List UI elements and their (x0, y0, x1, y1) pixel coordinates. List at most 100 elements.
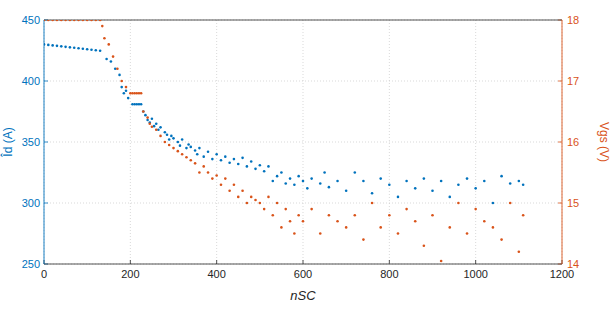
point (198, 171, 201, 174)
x-tick-label: 600 (294, 268, 312, 280)
point (155, 122, 158, 125)
point (431, 214, 434, 217)
tick-mark (44, 81, 48, 82)
tick-mark (130, 260, 131, 264)
x-tick-label: 400 (207, 268, 225, 280)
point (448, 226, 451, 229)
point (90, 48, 93, 51)
point (397, 232, 400, 235)
point (388, 183, 391, 186)
point (181, 138, 184, 141)
point (101, 25, 104, 28)
point (172, 147, 175, 150)
tick-mark (303, 260, 304, 264)
point (423, 177, 426, 180)
point (371, 192, 374, 195)
grid-line (44, 142, 562, 143)
plot-area (44, 20, 562, 264)
y2-tick-label: 14 (567, 258, 579, 270)
grid-line (44, 264, 562, 265)
point (522, 183, 525, 186)
point (64, 46, 67, 49)
point (196, 153, 199, 156)
point (64, 20, 67, 21)
point (56, 20, 59, 21)
point (168, 144, 171, 147)
point (362, 238, 365, 241)
point (125, 86, 128, 89)
point (95, 49, 98, 52)
point (220, 159, 223, 162)
tick-mark (44, 142, 48, 143)
point (56, 45, 59, 48)
point (69, 20, 72, 21)
point (47, 20, 50, 21)
grid-line (44, 20, 562, 21)
chart: 0200400600800100012002503003504004501415… (0, 0, 611, 316)
point (259, 202, 262, 205)
tick-mark (44, 203, 48, 204)
point (522, 214, 525, 217)
point (276, 202, 279, 205)
point (105, 58, 108, 61)
point (228, 161, 231, 164)
point (254, 199, 257, 202)
point (254, 168, 257, 171)
y-tick-label: 450 (22, 14, 40, 26)
point (492, 202, 495, 205)
point (233, 183, 236, 186)
point (284, 182, 287, 185)
point (159, 126, 162, 129)
point (302, 180, 305, 183)
point (474, 187, 477, 190)
point (207, 150, 210, 153)
point (250, 160, 253, 163)
point (518, 180, 521, 183)
y-axis (44, 20, 45, 264)
x-tick-label: 200 (121, 268, 139, 280)
point (202, 155, 205, 158)
point (73, 47, 76, 50)
point (306, 187, 309, 190)
point (284, 208, 287, 211)
point (237, 163, 240, 166)
point (297, 214, 300, 217)
point (86, 48, 89, 51)
point (86, 20, 89, 21)
point (69, 46, 72, 49)
point (405, 208, 408, 211)
point (177, 141, 180, 144)
point (120, 86, 123, 89)
point (172, 137, 175, 140)
point (414, 187, 417, 190)
point (164, 131, 167, 134)
point (414, 220, 417, 223)
point (207, 171, 210, 174)
point (125, 89, 128, 92)
grid-line (216, 20, 217, 264)
point (280, 171, 283, 174)
point (211, 177, 214, 180)
point (289, 177, 292, 180)
point (302, 220, 305, 223)
point (185, 147, 188, 150)
y2-axis (562, 20, 563, 264)
point (241, 190, 244, 193)
point (293, 232, 296, 235)
point (202, 165, 205, 168)
y-tick-label: 400 (22, 75, 40, 87)
tick-mark (558, 142, 562, 143)
point (362, 180, 365, 183)
point (90, 20, 93, 21)
point (405, 180, 408, 183)
point (189, 146, 192, 149)
y2-tick-label: 15 (567, 197, 579, 209)
tick-mark (216, 260, 217, 264)
point (103, 37, 106, 40)
point (263, 208, 266, 211)
point (336, 220, 339, 223)
point (267, 165, 270, 168)
point (267, 196, 270, 199)
point (440, 180, 443, 183)
y2-tick-label: 18 (567, 14, 579, 26)
